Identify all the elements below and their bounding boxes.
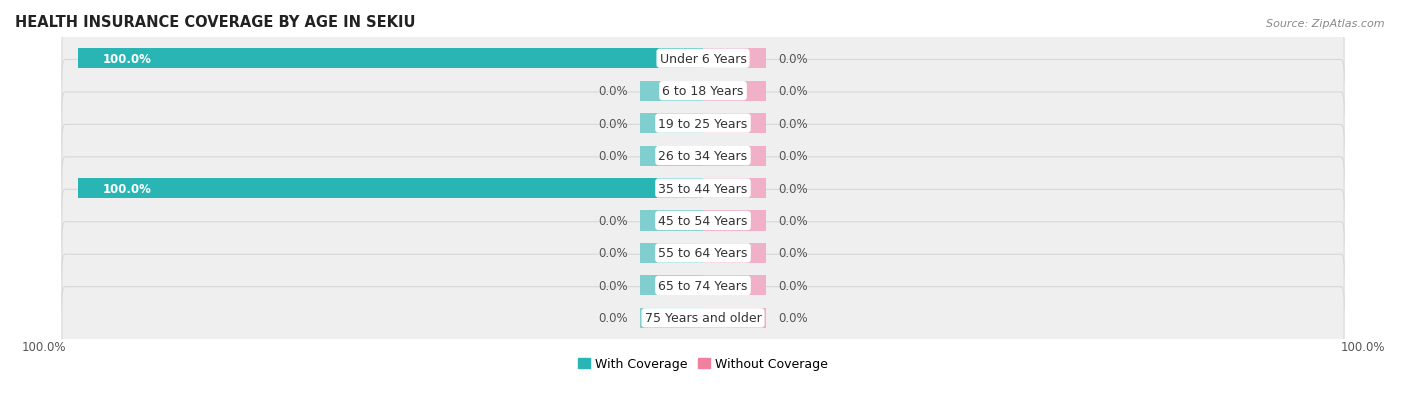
Text: 100.0%: 100.0%	[103, 52, 152, 66]
FancyBboxPatch shape	[62, 28, 1344, 90]
Text: 0.0%: 0.0%	[778, 150, 807, 163]
Bar	[703, 81, 765, 102]
FancyBboxPatch shape	[62, 287, 1344, 349]
Text: Source: ZipAtlas.com: Source: ZipAtlas.com	[1267, 19, 1385, 28]
Text: 0.0%: 0.0%	[599, 150, 628, 163]
Text: 0.0%: 0.0%	[599, 85, 628, 98]
Bar	[641, 146, 703, 166]
Text: 0.0%: 0.0%	[778, 117, 807, 130]
Text: 65 to 74 Years: 65 to 74 Years	[658, 279, 748, 292]
Text: 45 to 54 Years: 45 to 54 Years	[658, 214, 748, 228]
FancyBboxPatch shape	[62, 222, 1344, 285]
Text: 55 to 64 Years: 55 to 64 Years	[658, 247, 748, 260]
Text: 6 to 18 Years: 6 to 18 Years	[662, 85, 744, 98]
Text: 100.0%: 100.0%	[103, 182, 152, 195]
FancyBboxPatch shape	[62, 254, 1344, 317]
Text: 19 to 25 Years: 19 to 25 Years	[658, 117, 748, 130]
Text: 0.0%: 0.0%	[599, 247, 628, 260]
Text: 0.0%: 0.0%	[599, 311, 628, 325]
Bar	[703, 308, 765, 328]
Bar	[703, 243, 765, 263]
Text: 26 to 34 Years: 26 to 34 Years	[658, 150, 748, 163]
Bar	[703, 146, 765, 166]
Text: 0.0%: 0.0%	[778, 247, 807, 260]
Text: 35 to 44 Years: 35 to 44 Years	[658, 182, 748, 195]
Bar	[641, 308, 703, 328]
FancyBboxPatch shape	[62, 93, 1344, 155]
FancyBboxPatch shape	[62, 190, 1344, 252]
Bar	[641, 275, 703, 296]
Text: 0.0%: 0.0%	[778, 214, 807, 228]
Bar	[641, 81, 703, 102]
Text: 0.0%: 0.0%	[599, 214, 628, 228]
FancyBboxPatch shape	[62, 60, 1344, 123]
Bar	[77, 178, 703, 199]
Text: 0.0%: 0.0%	[599, 117, 628, 130]
Bar	[703, 275, 765, 296]
FancyBboxPatch shape	[62, 125, 1344, 187]
Bar	[641, 114, 703, 134]
Text: 0.0%: 0.0%	[778, 85, 807, 98]
Text: 100.0%: 100.0%	[1340, 340, 1385, 353]
Text: 0.0%: 0.0%	[599, 279, 628, 292]
Text: HEALTH INSURANCE COVERAGE BY AGE IN SEKIU: HEALTH INSURANCE COVERAGE BY AGE IN SEKI…	[15, 15, 416, 30]
Bar	[703, 49, 765, 69]
Bar	[641, 211, 703, 231]
Text: 0.0%: 0.0%	[778, 279, 807, 292]
Text: 100.0%: 100.0%	[21, 340, 66, 353]
Legend: With Coverage, Without Coverage: With Coverage, Without Coverage	[572, 352, 834, 375]
Bar	[703, 211, 765, 231]
Text: 0.0%: 0.0%	[778, 311, 807, 325]
Text: 0.0%: 0.0%	[778, 182, 807, 195]
Text: 75 Years and older: 75 Years and older	[644, 311, 762, 325]
Text: 0.0%: 0.0%	[778, 52, 807, 66]
Bar	[703, 114, 765, 134]
Bar	[77, 49, 703, 69]
FancyBboxPatch shape	[62, 157, 1344, 220]
Text: Under 6 Years: Under 6 Years	[659, 52, 747, 66]
Bar	[703, 178, 765, 199]
Bar	[641, 243, 703, 263]
